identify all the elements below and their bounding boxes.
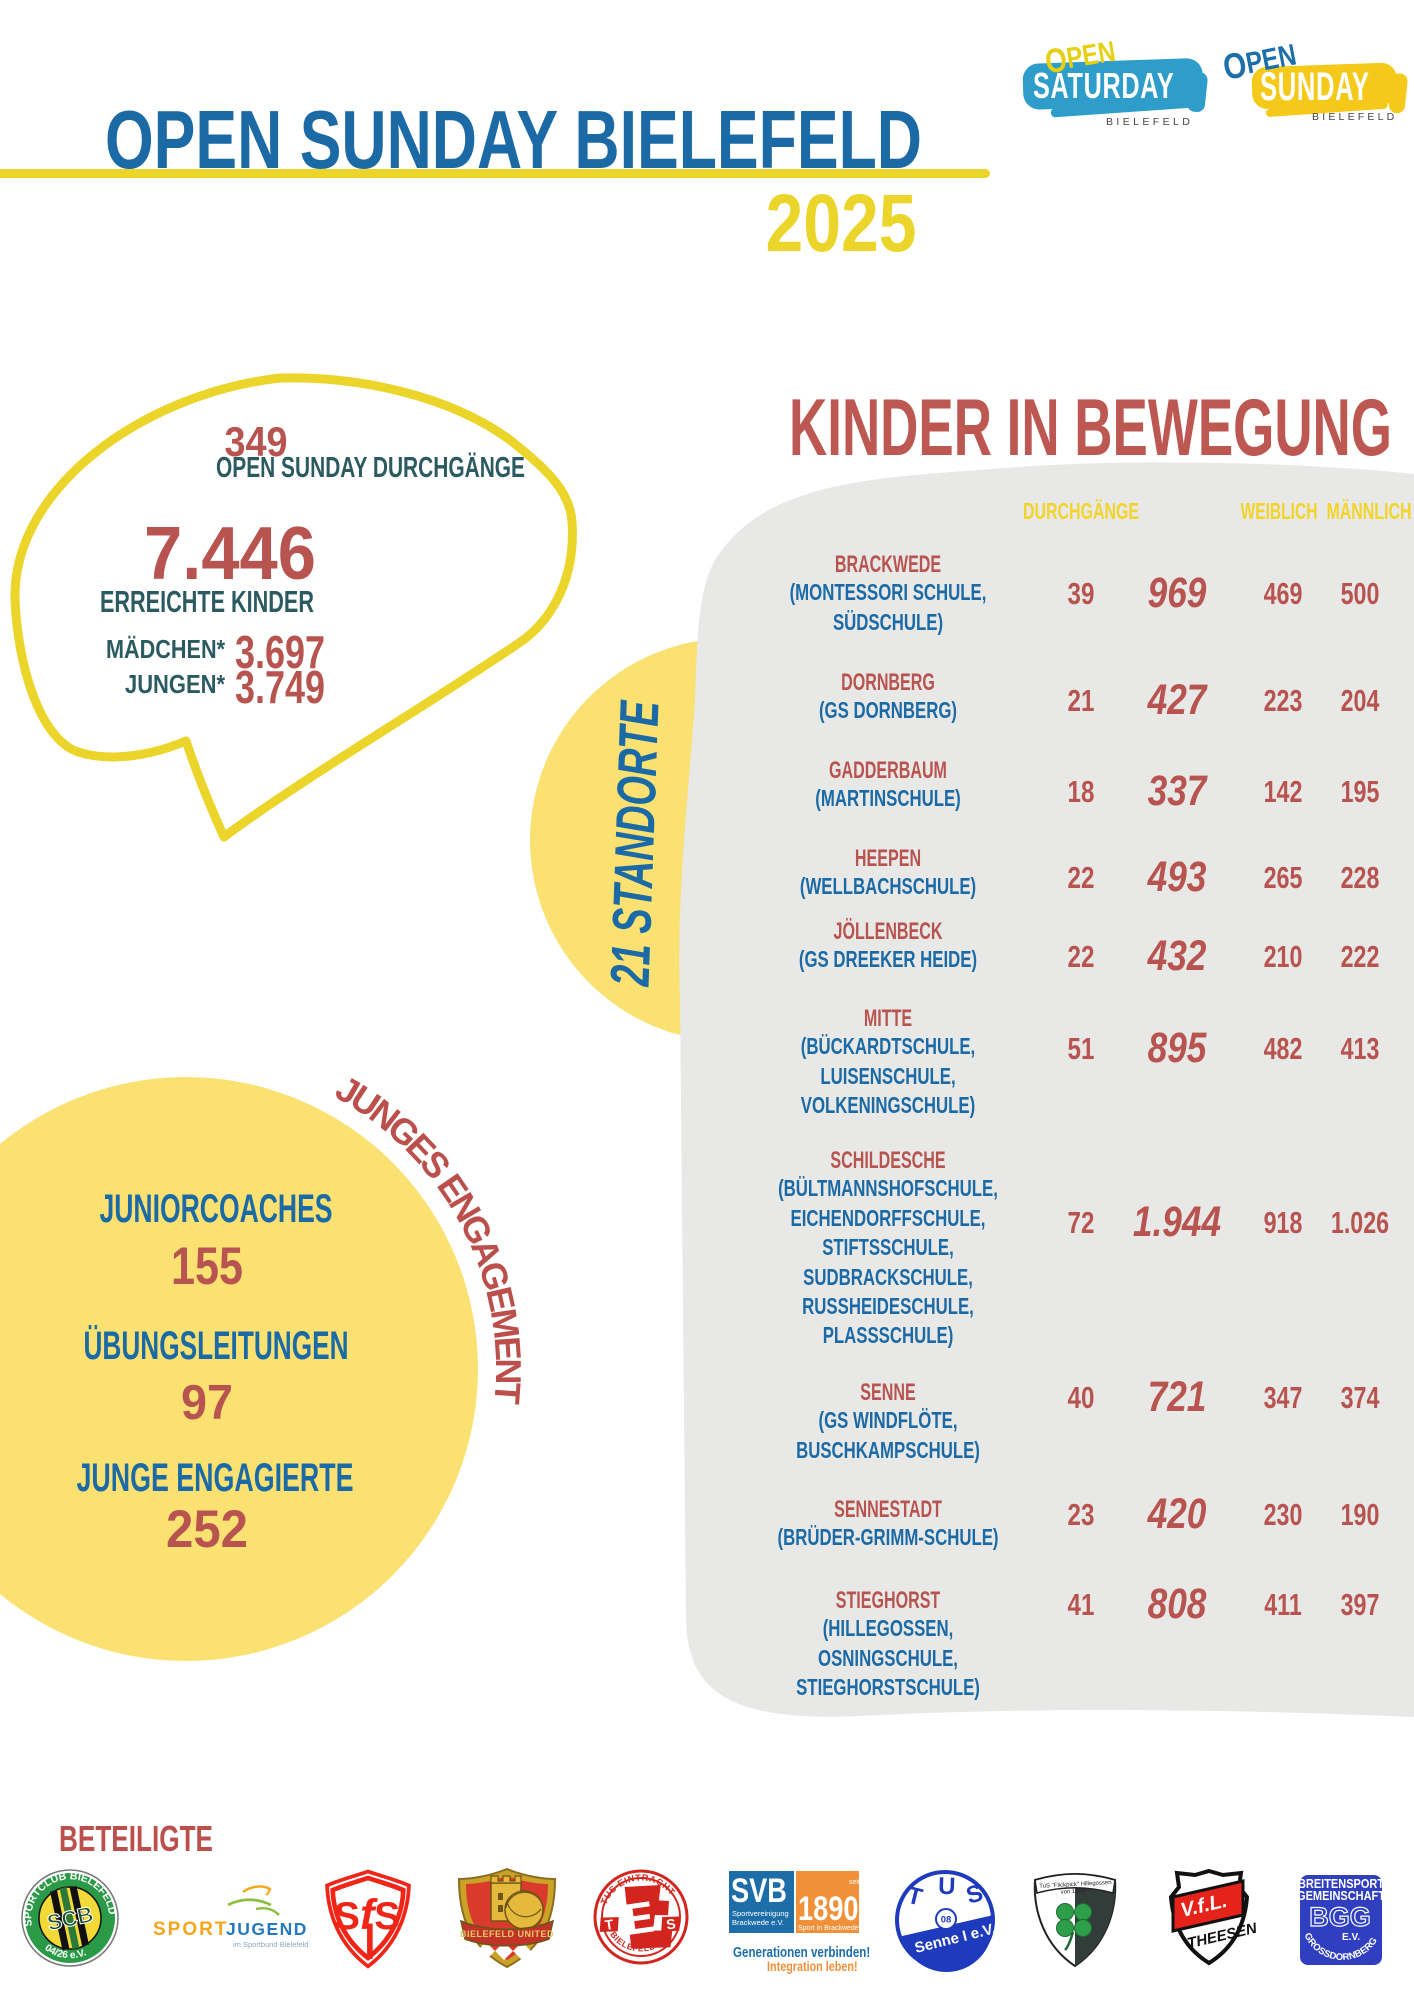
svg-text:Integration leben!: Integration leben! [767,1959,858,1974]
svg-text:T: T [904,1882,925,1912]
svg-text:Brackwede e.V.: Brackwede e.V. [732,1918,784,1927]
svg-text:1890: 1890 [798,1889,858,1928]
svg-text:SUNDAY: SUNDAY [1260,65,1370,109]
svg-text:E: E [621,1892,657,1945]
svg-text:S: S [963,1879,986,1909]
svg-text:SVB: SVB [731,1871,787,1910]
svg-text:08: 08 [941,1915,952,1926]
svg-text:seit: seit [849,1879,860,1886]
svg-text:SPORT: SPORT [153,1919,228,1940]
svg-text:im Sportbund Bielefeld: im Sportbund Bielefeld [233,1940,308,1949]
svg-text:Generationen verbinden!: Generationen verbinden! [733,1944,870,1961]
svg-text:BIELEFELD: BIELEFELD [1312,111,1397,123]
svg-text:U: U [938,1873,956,1901]
svg-text:BIELEFELD: BIELEFELD [1106,116,1193,128]
svg-text:BIELEFELD UNITED: BIELEFELD UNITED [460,1929,554,1939]
svg-text:JUGEND: JUGEND [226,1919,308,1939]
svg-text:Sport in Brackwede: Sport in Brackwede [798,1925,859,1932]
svg-text:GEMEINSCHAFT: GEMEINSCHAFT [1297,1889,1386,1903]
svg-text:BGG: BGG [1309,1902,1371,1932]
svg-text:E.V.: E.V. [1342,1932,1360,1943]
svg-text:Sportvereinigung: Sportvereinigung [732,1909,789,1918]
svg-text:BREITENSPORT: BREITENSPORT [1298,1877,1385,1891]
svg-text:T: T [604,1916,615,1933]
svg-text:S: S [665,1915,676,1932]
svg-text:SATURDAY: SATURDAY [1033,66,1174,107]
svg-text:TuS "Flickpick" Hillegossen: TuS "Flickpick" Hillegossen [1039,1880,1112,1890]
svg-text:von 1909: von 1909 [1061,1888,1087,1895]
